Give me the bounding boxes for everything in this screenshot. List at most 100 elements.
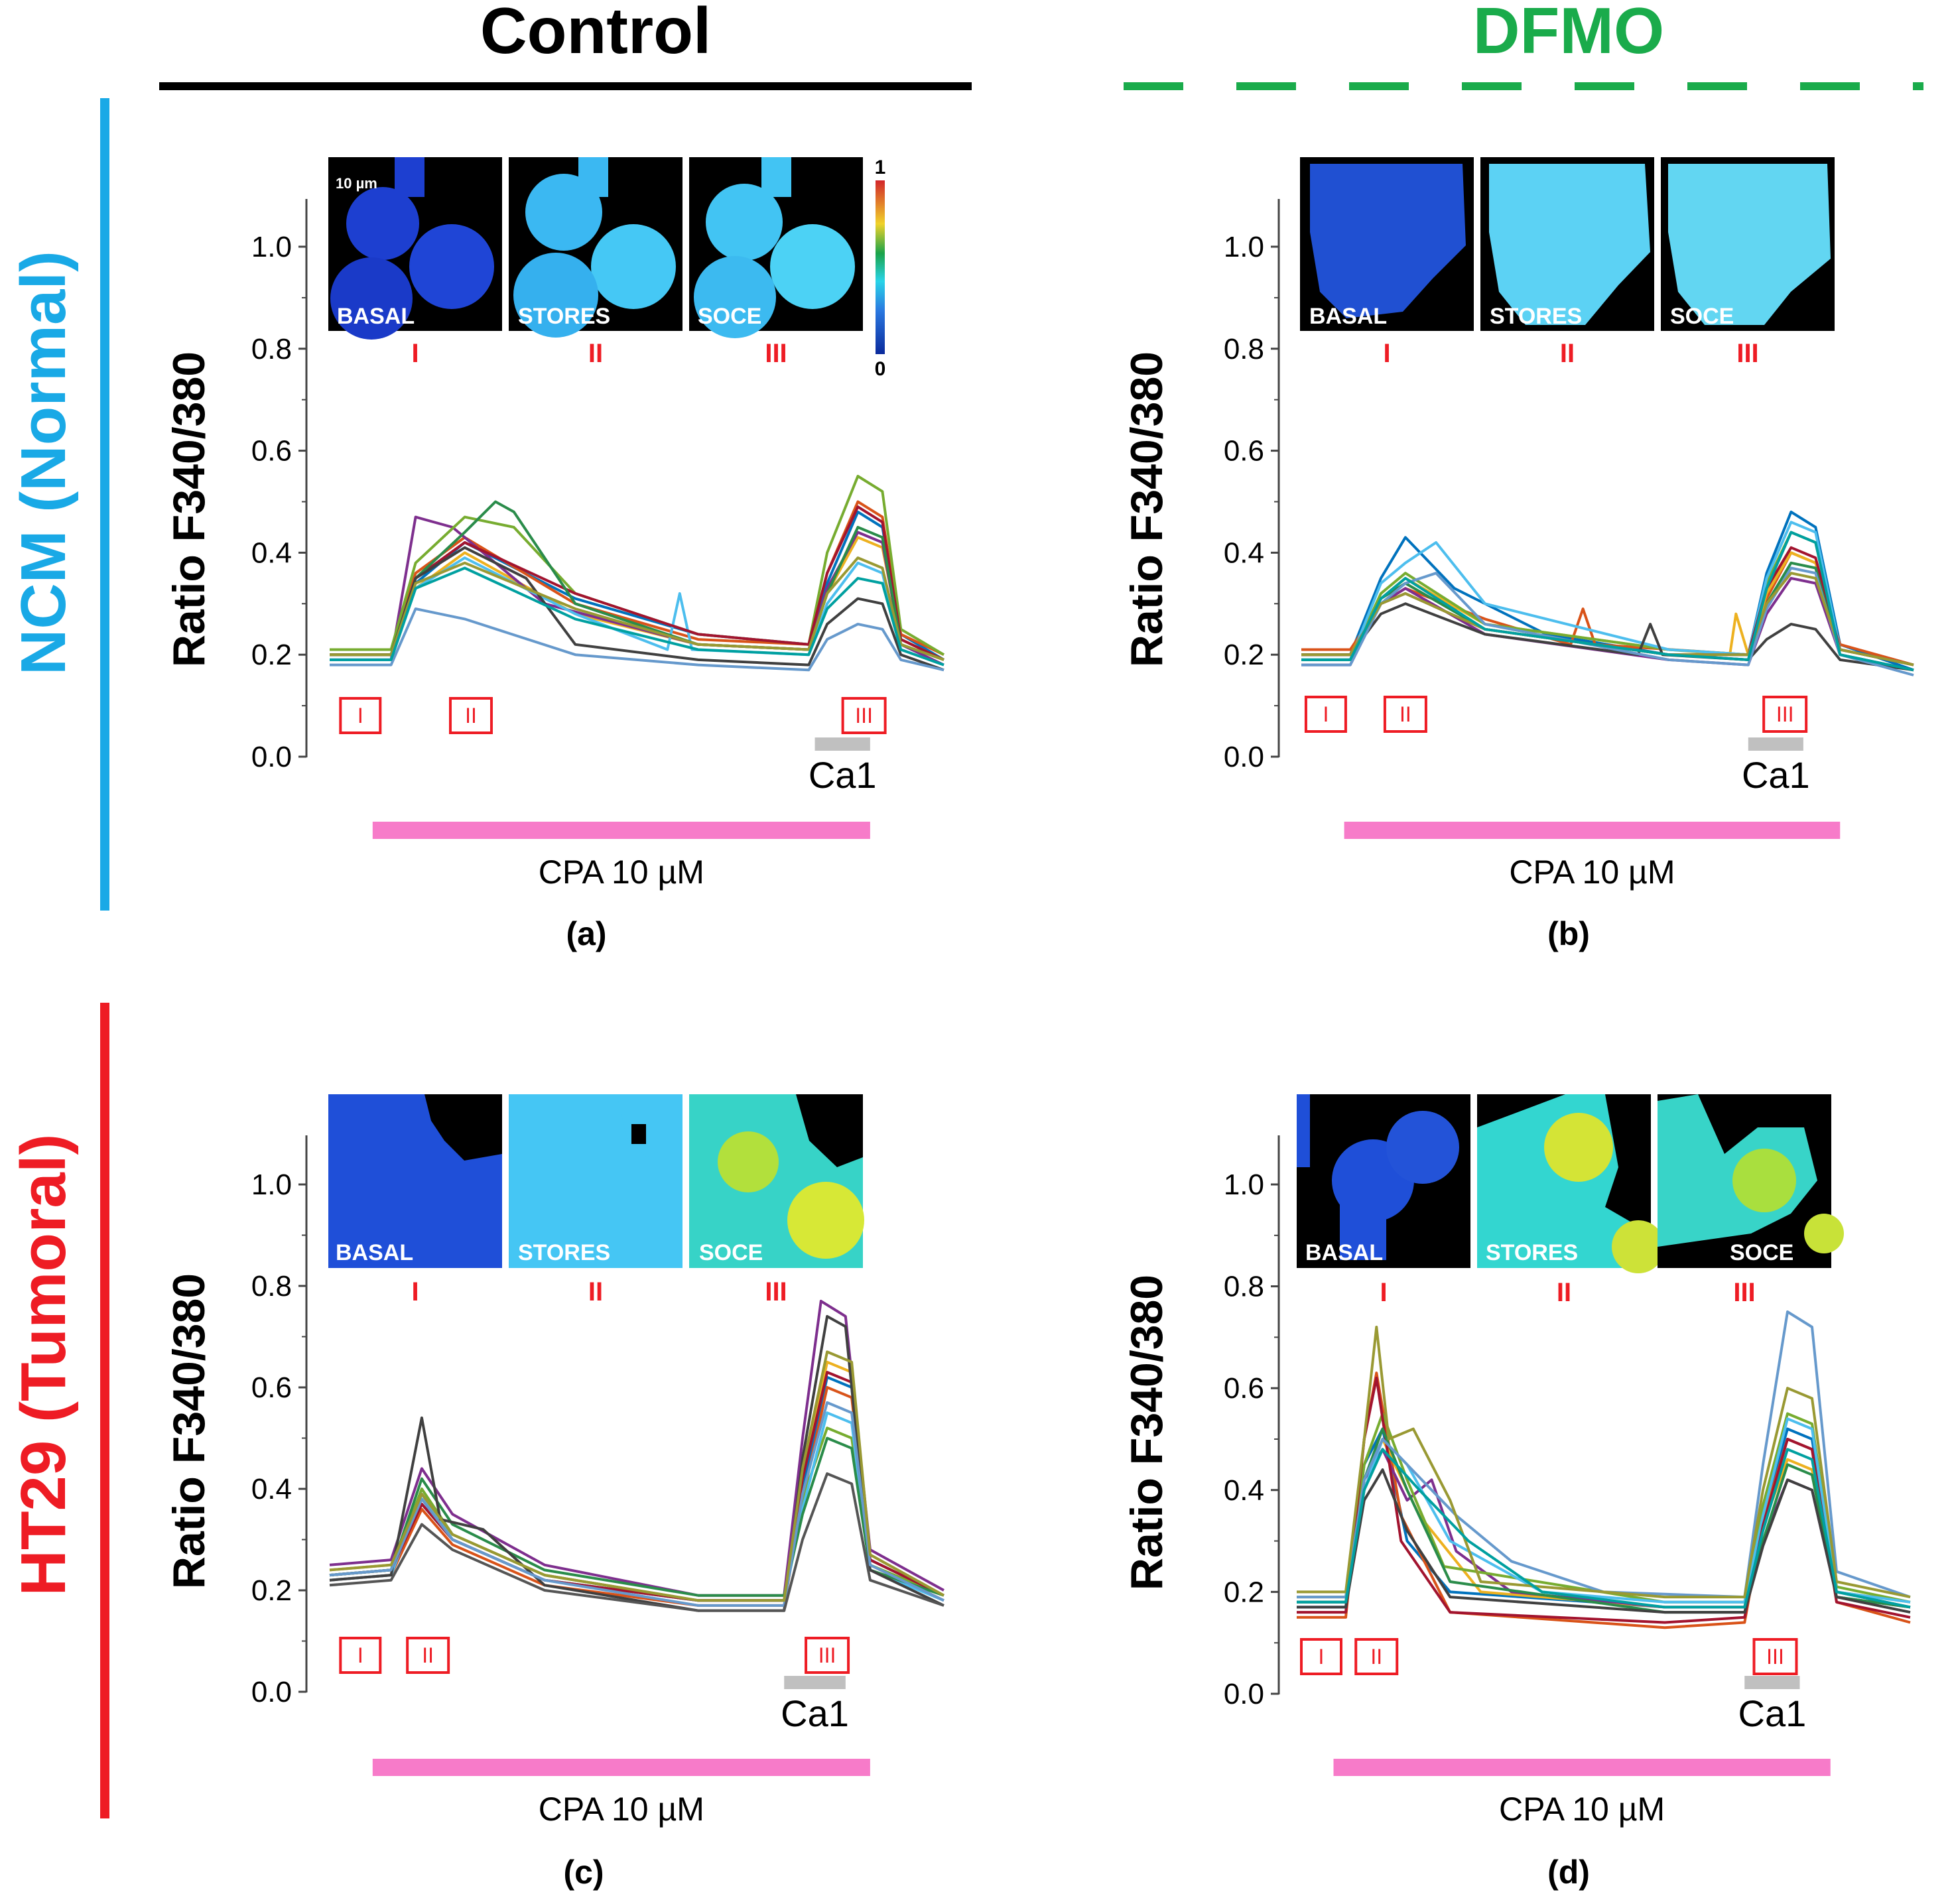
y-tick-label: 0.8	[251, 333, 292, 365]
roman-II: II	[588, 339, 603, 368]
cpa-label: CPA 10 µM	[539, 854, 704, 891]
trace-line	[1297, 1448, 1911, 1609]
y-tick-label: 0.4	[1224, 537, 1264, 569]
y-tick-label: 0.4	[1224, 1474, 1264, 1507]
inset-label-soce: SOCE	[698, 304, 761, 329]
y-tick-label: 0.6	[1224, 1372, 1264, 1405]
y-tick-label: 0.4	[251, 1473, 292, 1505]
y-tick-label: 0.8	[1224, 1271, 1264, 1303]
trace-line	[1301, 572, 1914, 666]
ca1-label: Ca1	[1738, 1692, 1807, 1734]
region-marker-label: I	[1323, 702, 1329, 726]
inset-soce: SOCE	[689, 157, 863, 338]
region-marker-label: II	[465, 704, 477, 728]
image-insets: BASAL STORES SOCE	[1297, 1094, 1844, 1273]
trace-line	[329, 1401, 944, 1607]
region-marker	[1354, 1638, 1399, 1675]
trace-line	[1297, 1310, 1911, 1599]
region-marker	[406, 1637, 450, 1674]
image-insets: BASAL STORES SOCE	[1300, 157, 1835, 331]
inset-label-stores: STORES	[1490, 304, 1582, 329]
region-marker	[448, 697, 493, 734]
roman-II: II	[1557, 1278, 1571, 1307]
region-marker-label: I	[1319, 1645, 1325, 1669]
cpa-bar	[372, 822, 870, 839]
trace-line	[330, 607, 944, 672]
region-marker-label: III	[1766, 1645, 1784, 1669]
cpa-bar	[1333, 1759, 1831, 1776]
y-tick-label: 0.0	[251, 741, 292, 773]
colorbar	[876, 180, 885, 354]
y-tick-label: 0.6	[1224, 435, 1264, 468]
inset-stores: STORES	[1477, 1094, 1665, 1273]
cpa-label: CPA 10 µM	[1509, 854, 1675, 891]
inset-stores: STORES	[1480, 157, 1654, 331]
inset-soce: SOCE	[1661, 157, 1835, 331]
inset-label-basal: BASAL	[1309, 304, 1387, 329]
roman-III: III	[765, 339, 787, 368]
region-marker-label: II	[1370, 1645, 1382, 1669]
row-title-ht29: HT29 (Tumoral)	[8, 1134, 79, 1596]
y-tick-label: 0.8	[1224, 333, 1264, 365]
trace-line	[1301, 602, 1914, 672]
y-axis-label: Ratio F340/380	[164, 1273, 214, 1589]
region-marker-label: III	[855, 704, 873, 728]
y-axis-label: Ratio F340/380	[164, 351, 214, 667]
region-marker	[841, 697, 887, 734]
region-marker-label: III	[818, 1643, 836, 1667]
inset-soce: SOCE	[689, 1094, 864, 1268]
region-marker-label: II	[422, 1643, 434, 1667]
ca1-label: Ca1	[809, 754, 877, 796]
region-marker	[1762, 696, 1808, 733]
y-tick-label: 0.2	[251, 639, 292, 671]
region-marker	[1300, 1638, 1342, 1675]
inset-basal: 10 µm BASAL	[328, 157, 502, 340]
inset-basal: BASAL	[1300, 157, 1474, 331]
inset-stores: STORES	[509, 1094, 683, 1268]
trace-line	[1297, 1468, 1911, 1614]
ca1-bar	[1748, 737, 1803, 751]
panel-label-c: (c)	[563, 1854, 604, 1891]
region-marker	[1383, 696, 1427, 733]
panel-c: 0.00.20.40.60.81.0 Ratio F340/380 I II III…	[164, 1094, 944, 1891]
cpa-bar	[1344, 822, 1841, 839]
region-marker-label: I	[358, 704, 363, 728]
inset-label-soce: SOCE	[1730, 1240, 1793, 1265]
ca1-label: Ca1	[781, 1692, 849, 1734]
panel-label-d: (d)	[1547, 1854, 1590, 1891]
row-title-ncm: NCM (Normal)	[8, 251, 79, 675]
y-tick-label: 0.4	[251, 537, 292, 569]
inset-label-stores: STORES	[518, 304, 610, 329]
inset-soce: SOCE	[1658, 1094, 1844, 1268]
ca1-label: Ca1	[1742, 754, 1810, 796]
colorbar-max: 1	[875, 157, 886, 178]
region-marker-label: III	[1776, 702, 1794, 726]
trace-line	[1297, 1326, 1911, 1599]
trace-line	[1301, 521, 1914, 666]
region-marker-label: I	[358, 1643, 363, 1667]
panel-label-b: (b)	[1547, 915, 1590, 952]
inset-label-stores: STORES	[1486, 1240, 1578, 1265]
ca1-bar	[784, 1676, 846, 1689]
image-insets: 10 µm BASAL STORES SOCE 1 0	[328, 157, 885, 380]
trace-line	[330, 566, 944, 666]
region-marker	[1752, 1638, 1798, 1675]
trace-line	[330, 556, 944, 666]
panel-label-a: (a)	[566, 915, 606, 952]
y-tick-label: 0.0	[1224, 1678, 1264, 1710]
y-tick-label: 0.2	[1224, 1576, 1264, 1608]
region-marker-label: II	[1399, 702, 1411, 726]
roman-III: III	[765, 1277, 787, 1306]
inset-label-stores: STORES	[518, 1240, 610, 1265]
colorbar-min: 0	[875, 358, 886, 380]
cpa-label: CPA 10 µM	[1499, 1791, 1665, 1828]
y-tick-label: 0.0	[251, 1676, 292, 1708]
trace-line	[329, 1436, 944, 1597]
roman-I: I	[411, 1277, 419, 1306]
y-tick-label: 0.2	[1224, 639, 1264, 671]
ca1-bar	[814, 737, 870, 751]
roman-I: I	[411, 339, 419, 368]
trace-line	[330, 546, 944, 672]
trace-line	[329, 1472, 944, 1612]
